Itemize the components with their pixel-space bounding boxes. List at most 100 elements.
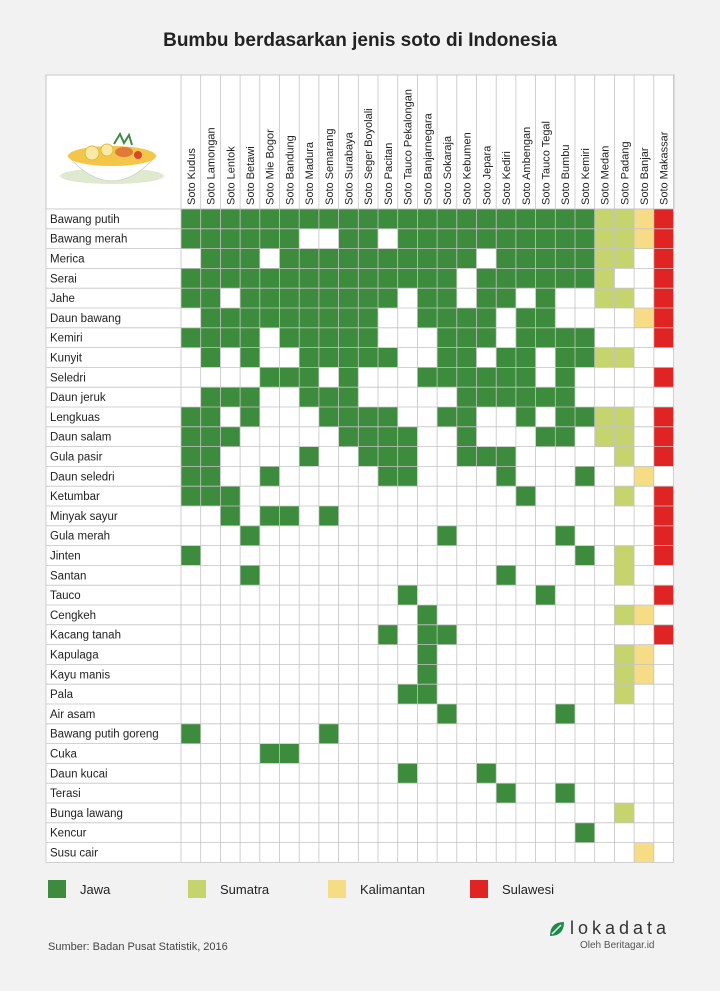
ingredient-cell: [555, 327, 575, 348]
ingredient-cell: [259, 743, 280, 764]
ingredient-cell: [397, 209, 418, 229]
ingredient-cell: [279, 327, 300, 348]
column-label: Soto Makassar: [659, 131, 671, 205]
ingredient-cell: [437, 248, 457, 269]
ingredient-cell: [279, 268, 300, 289]
table-row-background: [46, 704, 674, 724]
row-label: Santan: [50, 570, 86, 582]
ingredient-cell: [378, 209, 398, 229]
row-label: Merica: [50, 254, 85, 266]
ingredient-cell: [318, 407, 339, 427]
ingredient-cell: [299, 446, 319, 467]
ingredient-cell: [338, 268, 359, 289]
column-label: Soto Kebumen: [462, 132, 474, 205]
ingredient-cell: [653, 209, 674, 229]
ingredient-cell: [181, 288, 201, 308]
ingredient-cell: [397, 228, 418, 249]
ingredient-cell: [614, 486, 635, 506]
ingredient-cell: [299, 308, 319, 328]
legend-label-sulawesi: Sulawesi: [502, 882, 555, 897]
ingredient-cell: [634, 842, 654, 863]
ingredient-cell: [181, 466, 201, 487]
ingredient-cell: [220, 327, 241, 348]
ingredient-cell: [338, 209, 359, 229]
ingredient-cell: [437, 308, 457, 328]
ingredient-cell: [515, 387, 536, 407]
row-label: Daun bawang: [50, 313, 121, 325]
row-label: Kemiri: [50, 333, 83, 345]
row-label: Bawang putih: [50, 214, 120, 226]
row-label: Kayu manis: [50, 669, 110, 681]
ingredient-cell: [614, 644, 635, 665]
ingredient-cell: [200, 347, 221, 368]
legend-swatch-sulawesi: [470, 880, 488, 898]
leaf-logo-icon: [550, 922, 564, 936]
ingredient-cell: [575, 466, 595, 487]
ingredient-cell: [515, 486, 536, 506]
ingredient-cell: [555, 209, 575, 229]
ingredient-cell: [614, 228, 635, 249]
ingredient-cell: [535, 248, 556, 269]
row-label: Kacang tanah: [50, 630, 121, 642]
ingredient-cell: [575, 327, 595, 348]
row-label: Cengkeh: [50, 610, 96, 622]
ingredient-cell: [200, 268, 221, 289]
column-label: Soto Sokaraja: [442, 135, 454, 205]
table-row-background: [46, 842, 674, 863]
table-row-background: [46, 684, 674, 704]
ingredient-cell: [417, 228, 438, 249]
ingredient-cell: [378, 446, 398, 467]
ingredient-cell: [437, 704, 457, 724]
ingredient-cell: [437, 525, 457, 546]
ingredient-cell: [259, 367, 280, 388]
row-label: Air asam: [50, 709, 95, 721]
ingredient-cell: [456, 209, 477, 229]
row-label: Terasi: [50, 788, 81, 800]
column-label: Soto Mie Bogor: [265, 129, 277, 205]
ingredient-cell: [515, 209, 536, 229]
ingredient-cell: [181, 545, 201, 566]
ingredient-cell: [358, 308, 378, 328]
ingredient-cell: [653, 367, 674, 388]
column-label: Soto Tauco Tegal: [540, 121, 552, 205]
ingredient-cell: [279, 288, 300, 308]
ingredient-cell: [358, 327, 378, 348]
ingredient-cell: [575, 228, 595, 249]
table-row-background: [46, 723, 674, 744]
row-label: Jahe: [50, 293, 75, 305]
ingredient-cell: [476, 367, 497, 388]
ingredient-cell: [220, 506, 241, 526]
ingredient-cell: [358, 268, 378, 289]
ingredient-cell: [437, 228, 457, 249]
ingredient-cell: [515, 407, 536, 427]
row-label: Bawang putih goreng: [50, 729, 159, 741]
column-label: Soto Lamongan: [206, 127, 218, 205]
ingredient-cell: [614, 288, 635, 308]
ingredient-cell: [279, 743, 300, 764]
ingredient-cell: [496, 347, 516, 368]
column-label: Soto Ambengan: [521, 127, 533, 205]
column-label: Soto Pacitan: [383, 143, 395, 205]
ingredient-cell: [417, 605, 438, 625]
soto-bowl-icon: [60, 131, 164, 184]
ingredient-cell: [653, 545, 674, 566]
ingredient-cell: [634, 308, 654, 328]
brand-byline: Oleh Beritagar.id: [580, 940, 655, 951]
ingredient-cell: [515, 367, 536, 388]
row-label: Pala: [50, 689, 74, 701]
ingredient-cell: [338, 387, 359, 407]
ingredient-cell: [259, 209, 280, 229]
ingredient-cell: [614, 605, 635, 625]
ingredient-cell: [397, 426, 418, 447]
ingredient-cell: [634, 466, 654, 487]
ingredient-cell: [338, 248, 359, 269]
ingredient-cell: [299, 367, 319, 388]
ingredient-cell: [200, 387, 221, 407]
ingredient-cell: [476, 228, 497, 249]
ingredient-cell: [496, 288, 516, 308]
ingredient-cell: [634, 664, 654, 685]
row-label: Jinten: [50, 551, 81, 563]
ingredient-cell: [476, 209, 497, 229]
ingredient-cell: [220, 426, 241, 447]
ingredient-cell: [181, 486, 201, 506]
